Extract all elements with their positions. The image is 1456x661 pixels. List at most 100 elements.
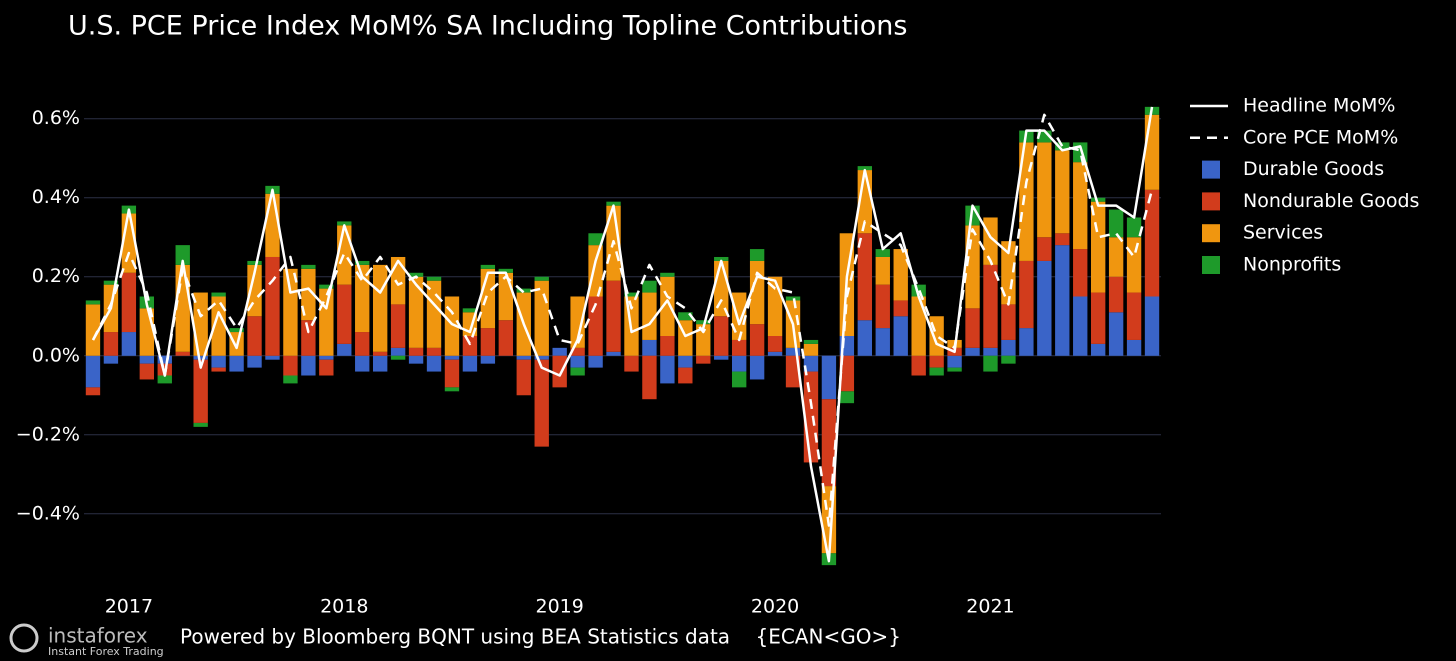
bar-segment: [714, 256, 729, 261]
bar-segment: [660, 355, 675, 384]
bar-segment: [552, 355, 567, 388]
bar-segment: [714, 316, 729, 356]
bar-segment: [462, 355, 478, 372]
bar-segment: [1073, 296, 1088, 356]
bar-segment: [1037, 260, 1052, 356]
bar-segment: [301, 320, 316, 356]
bar-segment: [678, 312, 693, 321]
watermark-brand: instaforex: [48, 624, 148, 648]
bar-segment: [821, 355, 837, 400]
bar-segment: [372, 355, 388, 372]
bar-segment: [875, 256, 890, 285]
bar-segment: [606, 201, 621, 206]
bar-segment: [175, 264, 190, 352]
bar-segment: [444, 387, 460, 392]
bar-segment: [390, 304, 406, 348]
bar-segment: [319, 284, 334, 289]
bar-segment: [1001, 241, 1016, 305]
bar-segment: [1019, 260, 1034, 329]
bar-segment: [408, 276, 424, 348]
bar-segment: [516, 288, 531, 293]
bar-segment: [1001, 339, 1016, 356]
bar-segment: [85, 300, 101, 305]
bar-segment: [247, 264, 262, 317]
bar-segment: [426, 276, 442, 281]
line: [91, 113, 1154, 527]
bar-segment: [731, 339, 747, 356]
bar-segment: [731, 355, 747, 372]
legend-swatch: [1202, 224, 1220, 243]
bar-segment: [480, 355, 496, 364]
bar-segment: [229, 328, 244, 333]
bar-segment: [696, 355, 711, 364]
bar-segment: [1108, 312, 1124, 356]
bar-segment: [1037, 142, 1052, 238]
legend-label: Headline MoM%: [1243, 95, 1395, 117]
bar-segment: [1144, 189, 1160, 297]
bar-segment: [839, 391, 855, 404]
bar-segment: [301, 355, 316, 376]
bar-segment: [588, 355, 603, 368]
bar-segment: [983, 347, 998, 356]
bar-segment: [301, 268, 316, 321]
bar-segment: [85, 304, 101, 356]
bar-segment: [1073, 162, 1088, 250]
bar-segment: [516, 359, 531, 396]
bar-segment: [875, 284, 890, 329]
y-tick-label: 0.6%: [32, 107, 80, 129]
x-tick-label: 2017: [105, 596, 153, 618]
bar-segment: [642, 280, 657, 293]
x-tick-label: 2021: [966, 596, 1014, 618]
bar-segment: [175, 245, 190, 265]
bar-segment: [803, 355, 819, 372]
bar-segment: [929, 367, 944, 376]
bar-segment: [498, 268, 514, 273]
bar-segment: [121, 272, 137, 333]
bar-segment: [911, 296, 926, 356]
bar-segment: [749, 249, 765, 261]
chart-title: U.S. PCE Price Index MoM% SA Including T…: [68, 11, 907, 42]
bar-segment: [803, 343, 819, 356]
bar-segment: [372, 264, 388, 352]
bar-segment: [606, 351, 621, 356]
bar-segment: [103, 355, 119, 364]
bar-segment: [947, 367, 962, 372]
bar-segment: [211, 355, 226, 368]
bar-segment: [157, 355, 172, 364]
bar-segment: [480, 264, 496, 269]
line: [91, 106, 1154, 563]
bar-segment: [247, 260, 262, 265]
bar-segment: [426, 347, 442, 356]
y-tick-label: −0.2%: [16, 423, 80, 445]
bar-segment: [355, 355, 370, 372]
bar-segment: [911, 355, 926, 376]
bar-segment: [983, 264, 998, 348]
bar-segment: [498, 320, 514, 356]
bar-segment: [875, 249, 890, 257]
bar-segment: [319, 355, 334, 360]
footer: Powered by Bloomberg BQNT using BEA Stat…: [180, 625, 901, 649]
bar-segment: [139, 355, 155, 364]
bar-segment: [265, 355, 280, 360]
bar-segment: [839, 355, 855, 392]
bar-segment: [552, 347, 567, 356]
bar-segment: [103, 280, 119, 285]
bar-segment: [337, 284, 352, 344]
bar-segment: [139, 363, 155, 380]
bar-segment: [390, 355, 406, 360]
bar-segment: [893, 300, 908, 317]
bar-segment: [211, 296, 226, 356]
bar-segment: [570, 347, 585, 356]
bar-segment: [875, 328, 890, 356]
bar-segment: [1126, 217, 1142, 238]
bar-segment: [211, 367, 226, 372]
bar-segment: [534, 359, 549, 447]
watermark-logo: [9, 623, 39, 653]
bar-segment: [1001, 304, 1016, 340]
bar-segment: [749, 324, 765, 356]
bar-segment: [480, 328, 496, 356]
bar-segment: [911, 284, 926, 297]
bar-segment: [983, 355, 998, 372]
bar-segment: [534, 276, 549, 281]
bar-segment: [1055, 150, 1070, 234]
